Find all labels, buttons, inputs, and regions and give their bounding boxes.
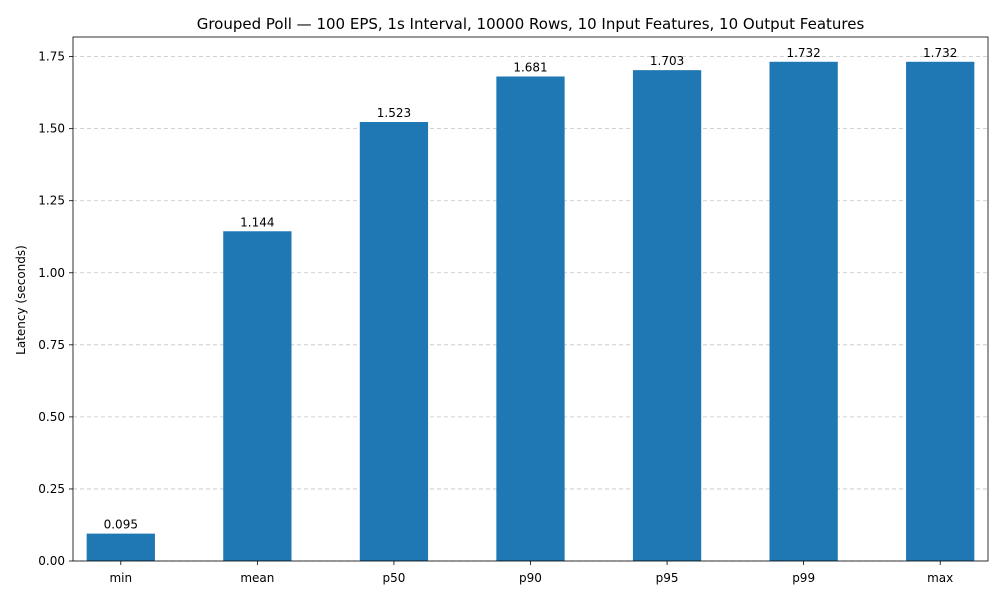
y-tick-label: 1.25 (38, 194, 65, 208)
bar-p99 (769, 61, 838, 561)
x-tick-label: min (109, 571, 132, 585)
plot-frame (72, 36, 989, 562)
y-tick-label: 0.75 (38, 338, 65, 352)
bar-mean (223, 231, 292, 561)
bar-value-label: 1.732 (923, 46, 957, 60)
x-tick-label: p95 (656, 571, 679, 585)
x-tick-label: p50 (382, 571, 405, 585)
bar-p90 (496, 76, 565, 561)
bar-value-label: 1.144 (240, 215, 274, 229)
bar-value-label: 1.732 (786, 46, 820, 60)
bars (86, 61, 975, 562)
bar-min (86, 533, 155, 561)
bar-value-label: 0.095 (104, 518, 138, 532)
bar-value-labels: 0.095 1.144 1.523 1.681 1.703 1.732 1.732 (104, 46, 958, 532)
bar-p95 (632, 70, 702, 562)
x-tick-label: p99 (792, 571, 815, 585)
x-tick-label: max (927, 571, 953, 585)
bar-p50 (359, 122, 429, 562)
y-tick-label: 1.00 (38, 266, 65, 280)
bar-value-label: 1.681 (513, 60, 547, 74)
y-axis-label: Latency (seconds) (14, 245, 28, 355)
y-tick-label: 1.50 (38, 122, 65, 136)
y-tick-label: 0.25 (38, 482, 65, 496)
chart-title: Grouped Poll — 100 EPS, 1s Interval, 100… (197, 15, 865, 33)
bar-value-label: 1.523 (377, 106, 411, 120)
x-tick-label: mean (240, 571, 274, 585)
y-tick-label: 0.00 (38, 554, 65, 568)
y-tick-label: 1.75 (38, 50, 65, 64)
bar-value-label: 1.703 (650, 54, 684, 68)
x-tick-label: p90 (519, 571, 542, 585)
y-tick-label: 0.50 (38, 410, 65, 424)
bar-max (906, 61, 975, 561)
axes: 0.00 0.25 0.50 0.75 1.00 1.25 1.50 1.75 min mean p… (38, 36, 989, 585)
